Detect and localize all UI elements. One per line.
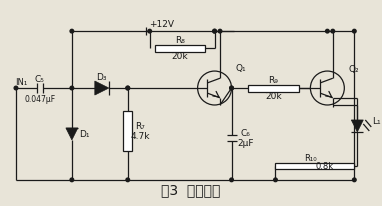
Text: 20k: 20k (265, 92, 282, 101)
Circle shape (126, 87, 129, 90)
Circle shape (331, 30, 335, 34)
Polygon shape (351, 120, 363, 132)
Circle shape (213, 30, 216, 34)
Circle shape (325, 30, 329, 34)
Circle shape (218, 30, 222, 34)
Text: 20k: 20k (172, 52, 188, 61)
Circle shape (70, 87, 74, 90)
Text: C₆: C₆ (241, 129, 251, 138)
Circle shape (14, 87, 18, 90)
Text: Q₂: Q₂ (348, 64, 359, 73)
Circle shape (126, 87, 129, 90)
Text: D₃: D₃ (97, 72, 107, 81)
Text: 0.047μF: 0.047μF (24, 94, 55, 103)
Text: C₅: C₅ (35, 74, 45, 83)
Text: 4.7k: 4.7k (131, 132, 150, 141)
Circle shape (148, 30, 152, 34)
Text: L₁: L₁ (372, 117, 381, 126)
Bar (275, 163, 354, 169)
Text: R₈: R₈ (175, 36, 185, 45)
Circle shape (126, 178, 129, 182)
Polygon shape (95, 82, 109, 96)
Circle shape (213, 30, 216, 34)
Text: Q₁: Q₁ (236, 63, 246, 72)
Circle shape (70, 178, 74, 182)
Circle shape (230, 87, 233, 90)
Circle shape (230, 178, 233, 182)
Circle shape (353, 30, 356, 34)
Circle shape (70, 30, 74, 34)
Text: R₇: R₇ (135, 122, 145, 131)
Text: R₉: R₉ (269, 76, 278, 85)
Text: 0.8k: 0.8k (316, 162, 334, 171)
Circle shape (274, 178, 277, 182)
Text: D₁: D₁ (79, 130, 90, 139)
Bar (248, 85, 299, 92)
Polygon shape (66, 128, 78, 140)
Circle shape (353, 178, 356, 182)
Text: 图3  耦合电路: 图3 耦合电路 (161, 182, 220, 196)
Text: IN₁: IN₁ (15, 77, 27, 86)
Bar (155, 45, 205, 52)
Text: R₁₀: R₁₀ (304, 154, 317, 163)
Bar (123, 111, 132, 151)
Circle shape (230, 87, 233, 90)
Text: +12V: +12V (149, 20, 174, 28)
Text: 2μF: 2μF (237, 139, 254, 148)
